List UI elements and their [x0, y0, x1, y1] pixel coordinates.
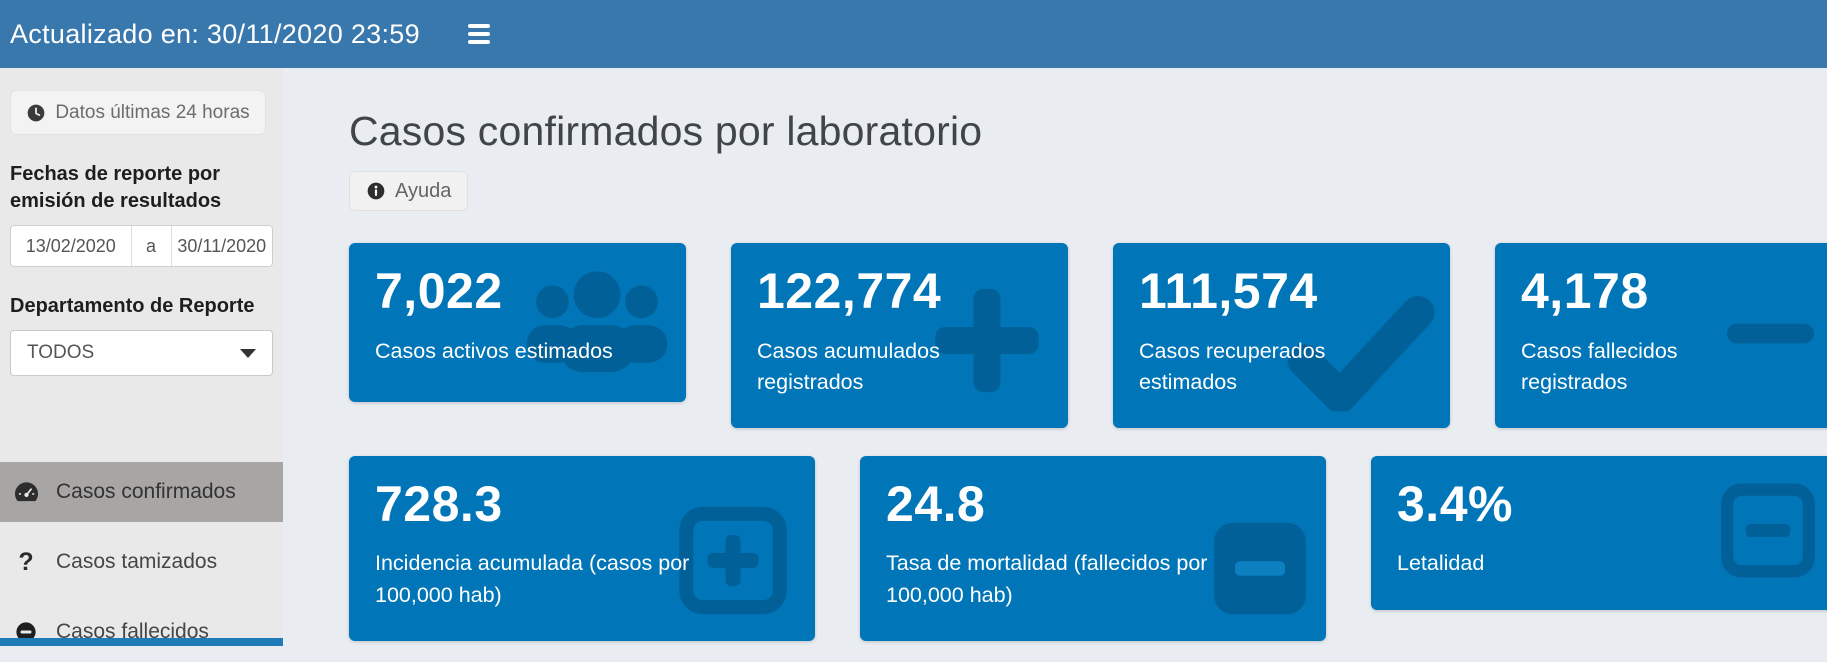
stat-value: 111,574 — [1139, 263, 1318, 320]
last-24-hours-label: Datos últimas 24 horas — [55, 101, 250, 123]
page-title: Casos confirmados por laboratorio — [349, 108, 983, 154]
help-button[interactable]: Ayuda — [349, 171, 469, 212]
plus-icon — [928, 281, 1046, 404]
stat-card-casos-activos: 7,022 Casos activos estimados — [349, 243, 686, 403]
last-updated-text: Actualizado en: 30/11/2020 23:59 — [10, 18, 420, 49]
stat-label: Tasa de mortalidad (fallecidos por 100,0… — [886, 551, 1208, 607]
plus-square-icon — [677, 505, 789, 622]
stat-card-casos-acumulados: 122,774 Casos acumulados registrados — [731, 243, 1068, 428]
date-range-input: 13/02/2020 a 30/11/2020 — [10, 225, 273, 267]
stat-card-tasa-mortalidad: 24.8 Tasa de mortalidad (fallecidos por … — [860, 455, 1326, 641]
stat-label: Casos acumulados registrados — [757, 338, 940, 394]
sidebar-item-casos-fallecidos[interactable]: Casos fallecidos — [0, 602, 283, 662]
date-separator: a — [132, 226, 172, 266]
date-from-field[interactable]: 13/02/2020 — [11, 226, 132, 266]
stat-value: 4,178 — [1521, 263, 1649, 320]
sidebar-item-label: Casos fallecidos — [56, 620, 209, 643]
date-filter-label: Fechas de reporte por emisión de resulta… — [10, 163, 222, 212]
hamburger-icon — [467, 24, 490, 28]
sidebar: Datos últimas 24 horas Fechas de reporte… — [0, 68, 283, 646]
hamburger-menu-button[interactable] — [460, 14, 500, 54]
chevron-down-icon — [240, 348, 256, 358]
stat-label: Incidencia acumulada (casos por 100,000 … — [375, 551, 690, 607]
stat-value: 728.3 — [375, 475, 503, 532]
department-filter-label: Departamento de Reporte — [10, 295, 255, 317]
sidebar-item-label: Casos confirmados — [56, 480, 236, 503]
stat-label: Casos fallecidos registrados — [1521, 338, 1678, 394]
sidebar-item-casos-tamizados[interactable]: ? Casos tamizados — [0, 532, 283, 592]
question-icon: ? — [18, 547, 34, 576]
sidebar-bottom-strip — [0, 638, 283, 646]
stats-row-2: 728.3 Incidencia acumulada (casos por 10… — [349, 455, 1827, 641]
stat-card-incidencia-acumulada: 728.3 Incidencia acumulada (casos por 10… — [349, 455, 815, 641]
tachometer-icon — [13, 481, 39, 503]
users-icon — [522, 268, 672, 378]
stat-value: 7,022 — [375, 263, 503, 320]
stat-label: Casos recuperados estimados — [1139, 338, 1326, 394]
stat-value: 24.8 — [886, 475, 986, 532]
stats-row-1: 7,022 Casos activos estimados — [349, 243, 1827, 428]
last-24-hours-button[interactable]: Datos últimas 24 horas — [10, 90, 266, 135]
info-icon — [366, 181, 386, 201]
minus-icon — [1723, 321, 1818, 350]
minus-circle-icon — [13, 621, 39, 643]
stat-label: Casos activos estimados — [375, 338, 613, 363]
main-content: Casos confirmados por laboratorio Ayuda … — [283, 68, 1827, 646]
stat-value: 122,774 — [757, 263, 942, 320]
sidebar-menu: Casos confirmados ? Casos tamizados Caso… — [0, 462, 283, 662]
clock-icon — [26, 103, 46, 123]
department-select[interactable]: TODOS — [10, 330, 273, 376]
department-select-value: TODOS — [27, 342, 95, 363]
stat-card-casos-recuperados: 111,574 Casos recuperados estimados — [1113, 243, 1450, 428]
minus-square-outline-icon — [1719, 481, 1817, 584]
minus-square-solid-icon — [1210, 518, 1310, 623]
help-button-label: Ayuda — [395, 179, 452, 202]
sidebar-item-label: Casos tamizados — [56, 550, 218, 573]
stat-card-letalidad: 3.4% Letalidad — [1371, 455, 1827, 610]
stat-card-casos-fallecidos: 4,178 Casos fallecidos registrados — [1495, 243, 1827, 428]
stat-label: Letalidad — [1397, 551, 1485, 576]
stat-value: 3.4% — [1397, 475, 1513, 532]
date-to-field[interactable]: 30/11/2020 — [177, 235, 267, 256]
sidebar-item-casos-confirmados[interactable]: Casos confirmados — [0, 462, 283, 522]
top-header-bar: Actualizado en: 30/11/2020 23:59 — [0, 0, 1827, 68]
check-icon — [1286, 292, 1436, 417]
page-body: Datos últimas 24 horas Fechas de reporte… — [0, 68, 1827, 646]
